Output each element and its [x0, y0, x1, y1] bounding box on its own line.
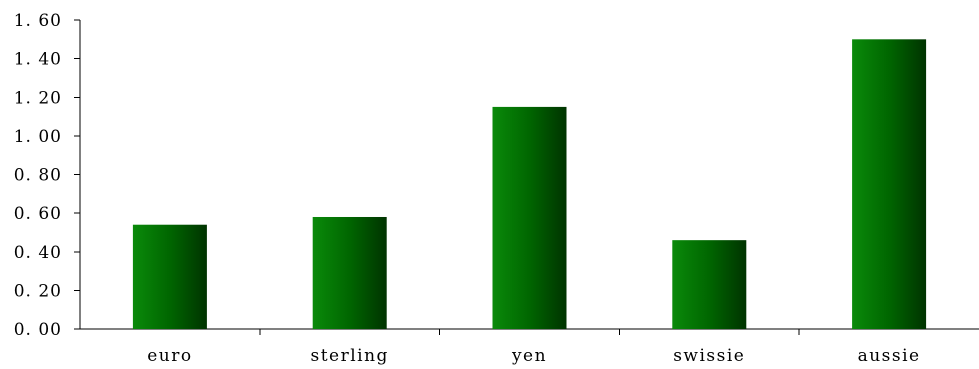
- y-tick-label: 1. 00: [14, 127, 62, 147]
- y-axis: 0. 00 0. 20 0. 40 0. 60 0. 80 1. 00 1. 20 1. 40…: [14, 11, 81, 340]
- x-axis: euro sterling yen swissie aussie: [80, 328, 979, 366]
- x-category-label: aussie: [858, 346, 921, 366]
- bar-yen: [492, 106, 567, 329]
- bars: [132, 39, 927, 329]
- y-tick-label: 0. 80: [14, 166, 62, 186]
- y-tick-label: 1. 20: [14, 88, 62, 108]
- y-tick-label: 0. 60: [14, 204, 62, 224]
- y-tick-label: 0. 20: [14, 281, 62, 301]
- bar-swissie: [672, 240, 747, 329]
- x-category-label: yen: [511, 346, 547, 366]
- x-category-label: euro: [147, 346, 192, 366]
- y-tick-label: 0. 00: [14, 320, 62, 340]
- x-category-label: sterling: [310, 346, 388, 366]
- bar-aussie: [852, 39, 927, 329]
- x-category-label: swissie: [673, 346, 745, 366]
- bar-sterling: [312, 216, 387, 329]
- y-tick-label: 1. 60: [14, 11, 62, 31]
- y-tick-label: 0. 40: [14, 243, 62, 263]
- bar-euro: [132, 224, 207, 329]
- y-tick-label: 1. 40: [14, 50, 62, 70]
